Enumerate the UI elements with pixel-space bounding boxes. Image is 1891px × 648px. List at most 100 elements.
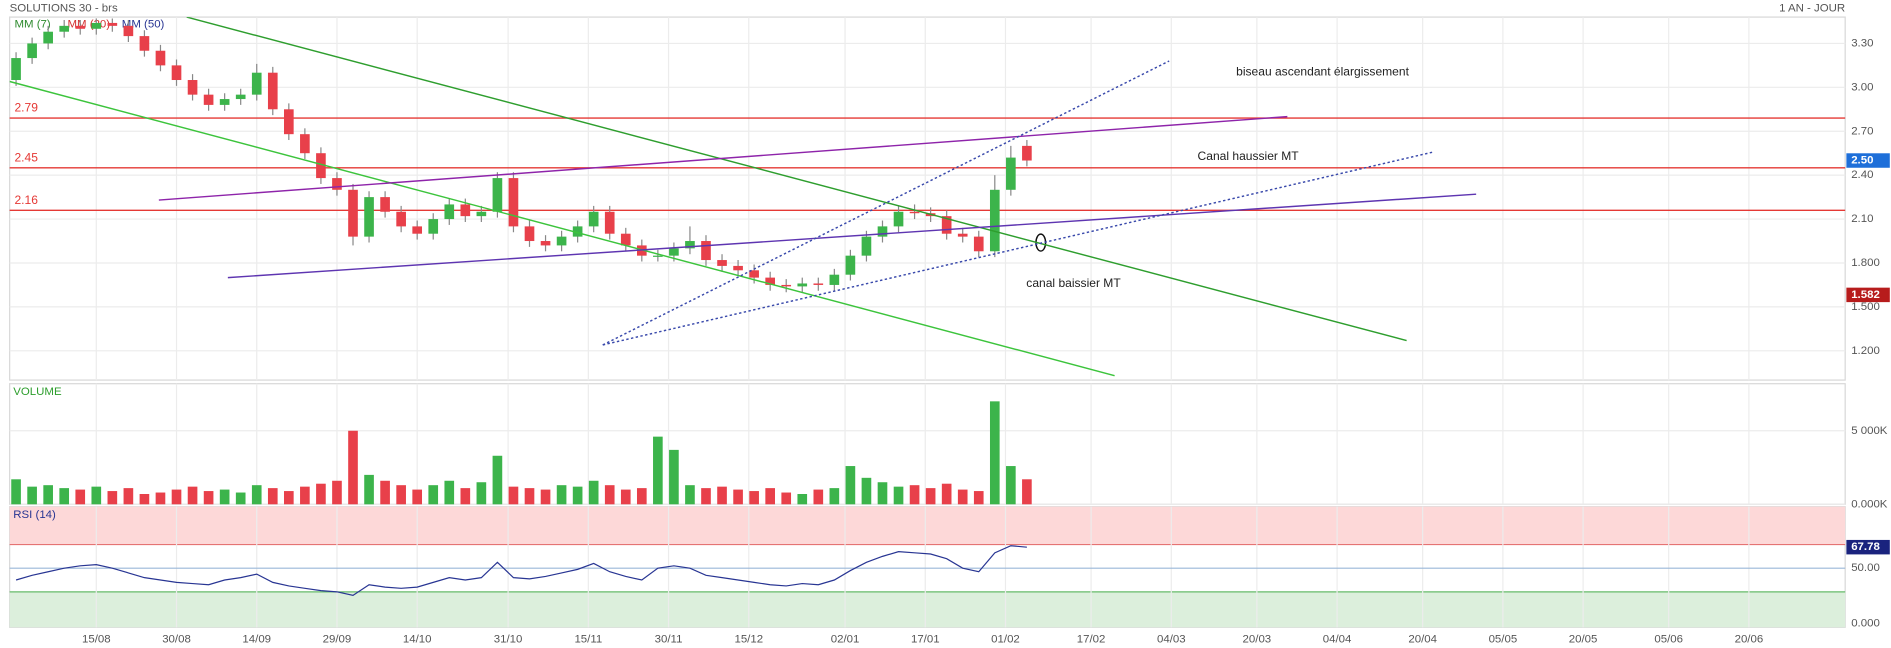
- y-tick-label: 0.000: [1851, 618, 1880, 630]
- volume-bar: [428, 485, 439, 505]
- candle-body: [267, 72, 278, 110]
- volume-bar: [909, 485, 920, 505]
- candle-body: [989, 189, 1000, 252]
- x-tick-label: 17/02: [1077, 633, 1106, 645]
- candle-body: [717, 260, 727, 266]
- y-tick-label: 1.200: [1851, 345, 1880, 357]
- y-tick-label: 0.000K: [1851, 498, 1888, 510]
- overbought-zone: [9, 506, 1846, 545]
- x-tick-label: 17/01: [911, 633, 940, 645]
- x-tick-label: 31/10: [494, 633, 523, 645]
- volume-bar: [187, 486, 198, 505]
- price-panel: [9, 16, 1846, 381]
- annotation: Canal haussier MT: [1198, 149, 1300, 163]
- annotation: canal baissier MT: [1026, 276, 1121, 290]
- volume-bar: [235, 492, 246, 505]
- volume-bar: [332, 480, 342, 505]
- chart-title: SOLUTIONS 30 - brs: [10, 3, 118, 15]
- x-tick-label: 29/09: [323, 633, 352, 645]
- volume-bar: [973, 491, 984, 505]
- candle-body: [1022, 145, 1032, 161]
- candle-body: [412, 226, 423, 234]
- volume-bar: [380, 480, 390, 505]
- candle-body: [203, 94, 214, 105]
- volume-bar: [669, 449, 679, 505]
- candle-body: [444, 204, 455, 220]
- volume-bar: [267, 488, 278, 505]
- level-label: 2.45: [14, 150, 38, 164]
- annotation: biseau ascendant élargissement: [1236, 65, 1409, 79]
- candle-body: [973, 236, 984, 252]
- candle-body: [781, 284, 792, 287]
- volume-bar: [300, 486, 310, 505]
- candle-body: [107, 22, 118, 26]
- candle-body: [91, 22, 102, 29]
- volume-panel: [9, 383, 1846, 505]
- trend-line: [9, 80, 1115, 377]
- candle-body: [139, 36, 150, 51]
- trend-line: [186, 17, 1407, 342]
- candle-body: [171, 65, 182, 81]
- candle-body: [123, 25, 134, 37]
- candle-body: [284, 109, 294, 135]
- volume-bar: [43, 485, 53, 505]
- x-tick-label: 20/03: [1243, 633, 1272, 645]
- volume-bar: [123, 488, 134, 505]
- candle-body: [460, 204, 471, 217]
- candle-body: [909, 211, 920, 214]
- volume-bar: [476, 482, 487, 505]
- candle-body: [749, 270, 759, 278]
- volume-bar: [1006, 466, 1016, 505]
- candle-body: [332, 178, 342, 190]
- volume-bar: [989, 401, 1000, 505]
- volume-bar: [508, 486, 519, 505]
- candle-body: [1006, 157, 1016, 190]
- volume-bar: [364, 474, 374, 505]
- y-tick-label: 1.500: [1851, 301, 1880, 313]
- volume-bar: [717, 486, 727, 505]
- y-tick-label: 3.30: [1851, 37, 1873, 49]
- volume-bar: [27, 486, 37, 505]
- candle-body: [75, 25, 86, 29]
- candle-body: [685, 241, 695, 249]
- price-tag-label: 2.50: [1851, 155, 1873, 167]
- volume-bar: [636, 488, 647, 505]
- volume-bar: [11, 479, 21, 505]
- volume-bar: [813, 489, 824, 505]
- candle-body: [524, 226, 535, 242]
- y-tick-label: 50.00: [1851, 562, 1880, 574]
- y-tick-label: 2.40: [1851, 169, 1873, 181]
- volume-bar: [284, 491, 294, 505]
- price-tag: [1846, 287, 1890, 303]
- volume-bar: [460, 488, 471, 505]
- volume-bar: [957, 489, 968, 505]
- legend-entry: MM (20): [68, 18, 111, 30]
- candle-body: [492, 178, 503, 212]
- volume-bar: [845, 466, 856, 505]
- trend-line: [602, 60, 1170, 346]
- candle-body: [861, 236, 872, 256]
- volume-bar: [701, 488, 711, 505]
- candle-body: [957, 233, 968, 237]
- candle-body: [653, 255, 663, 257]
- candle-body: [845, 255, 856, 275]
- candle-body: [588, 211, 599, 227]
- candle-body: [364, 197, 374, 237]
- x-tick-label: 14/09: [242, 633, 271, 645]
- candle-body: [11, 58, 21, 81]
- trend-line: [602, 151, 1435, 346]
- volume-bar: [588, 480, 599, 505]
- x-tick-label: 01/02: [991, 633, 1020, 645]
- candle-body: [572, 226, 583, 237]
- trend-line: [227, 193, 1477, 279]
- volume-bar: [171, 489, 182, 505]
- volume-bar: [540, 489, 551, 505]
- x-tick-label: 05/05: [1489, 633, 1518, 645]
- volume-bar: [797, 494, 808, 505]
- x-tick-label: 14/10: [403, 633, 432, 645]
- period: 1 AN - JOUR: [1779, 3, 1845, 15]
- candle-body: [556, 236, 567, 246]
- volume-bar: [316, 483, 326, 505]
- price-tag: [1846, 153, 1890, 168]
- candle-body: [428, 219, 439, 234]
